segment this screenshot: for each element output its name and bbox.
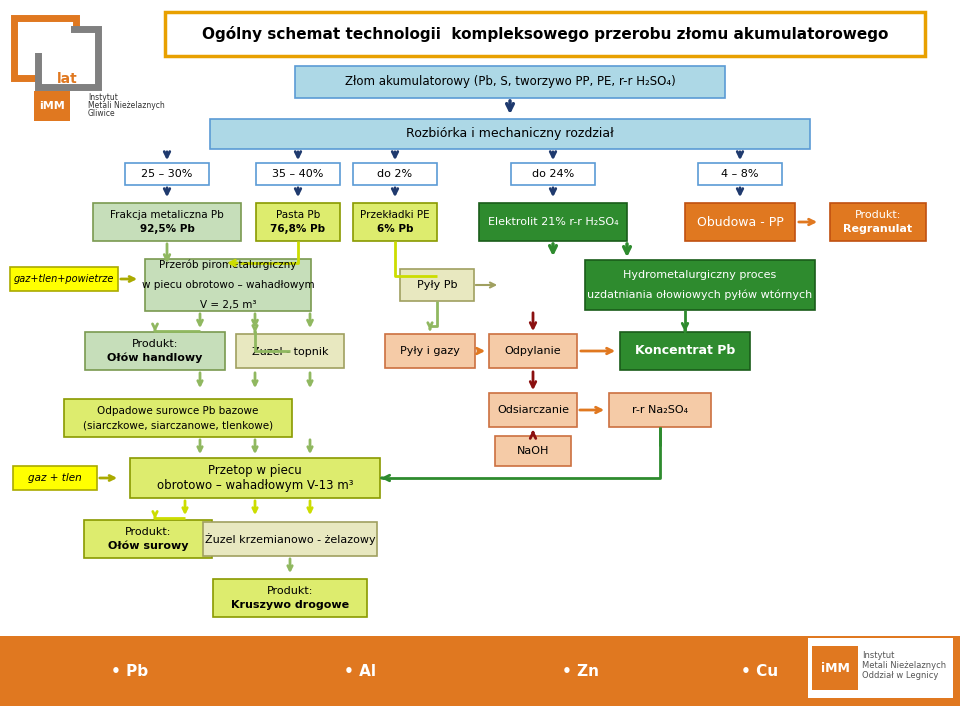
FancyBboxPatch shape	[165, 12, 925, 56]
FancyBboxPatch shape	[585, 260, 815, 310]
FancyBboxPatch shape	[213, 579, 367, 617]
FancyBboxPatch shape	[38, 29, 98, 87]
Text: Gliwice: Gliwice	[88, 109, 115, 119]
Text: Produkt:: Produkt:	[854, 210, 901, 220]
FancyBboxPatch shape	[385, 334, 475, 368]
Text: Żuzel - topnik: Żuzel - topnik	[252, 345, 328, 357]
Text: obrotowo – wahadłowym V-13 m³: obrotowo – wahadłowym V-13 m³	[156, 479, 353, 492]
Text: Hydrometalurgiczny proces: Hydrometalurgiczny proces	[623, 270, 777, 280]
Text: Pyły i gazy: Pyły i gazy	[400, 346, 460, 356]
Text: r-r Na₂SO₄: r-r Na₂SO₄	[632, 405, 688, 415]
FancyBboxPatch shape	[353, 163, 437, 185]
FancyBboxPatch shape	[125, 163, 209, 185]
Text: Instytut: Instytut	[88, 93, 118, 102]
FancyBboxPatch shape	[203, 522, 377, 556]
Text: lat: lat	[57, 72, 78, 86]
FancyBboxPatch shape	[400, 269, 474, 301]
FancyBboxPatch shape	[353, 203, 437, 241]
FancyBboxPatch shape	[511, 163, 595, 185]
Text: • Pb: • Pb	[111, 664, 149, 678]
Text: Instytut: Instytut	[862, 652, 895, 661]
Text: Metali Nieżelaznych: Metali Nieżelaznych	[862, 662, 947, 671]
Text: • Al: • Al	[344, 664, 376, 678]
FancyBboxPatch shape	[84, 520, 212, 558]
Text: Produkt:: Produkt:	[125, 527, 171, 537]
Text: 25 – 30%: 25 – 30%	[141, 169, 193, 179]
Text: V = 2,5 m³: V = 2,5 m³	[200, 300, 256, 310]
FancyBboxPatch shape	[489, 334, 577, 368]
Text: do 2%: do 2%	[377, 169, 413, 179]
Text: Elektrolit 21% r-r H₂SO₄: Elektrolit 21% r-r H₂SO₄	[488, 217, 618, 227]
FancyBboxPatch shape	[620, 332, 750, 370]
Text: Pasta Pb: Pasta Pb	[276, 210, 320, 220]
Text: 35 – 40%: 35 – 40%	[273, 169, 324, 179]
FancyBboxPatch shape	[13, 466, 97, 490]
Text: Obudowa - PP: Obudowa - PP	[697, 215, 783, 229]
Text: Ogólny schemat technologii  kompleksowego przerobu złomu akumulatorowego: Ogólny schemat technologii kompleksowego…	[202, 26, 888, 42]
Text: iMM: iMM	[821, 662, 850, 674]
Text: (siarczkowe, siarczanowe, tlenkowe): (siarczkowe, siarczanowe, tlenkowe)	[83, 420, 273, 430]
Text: do 24%: do 24%	[532, 169, 574, 179]
Text: gaz + tlen: gaz + tlen	[28, 473, 82, 483]
Text: Pyły Pb: Pyły Pb	[417, 280, 457, 290]
Text: Oddział w Legnicy: Oddział w Legnicy	[862, 671, 938, 681]
Text: 76,8% Pb: 76,8% Pb	[271, 225, 325, 234]
Text: Przetop w piecu: Przetop w piecu	[208, 464, 301, 477]
FancyBboxPatch shape	[21, 23, 71, 53]
Text: 6% Pb: 6% Pb	[376, 225, 413, 234]
Text: • Zn: • Zn	[562, 664, 598, 678]
Text: Przekładki PE: Przekładki PE	[360, 210, 430, 220]
Text: NaOH: NaOH	[516, 446, 549, 456]
Text: Rozbiórka i mechaniczny rozdział: Rozbiórka i mechaniczny rozdział	[406, 128, 613, 140]
Text: Odpadowe surowce Pb bazowe: Odpadowe surowce Pb bazowe	[97, 406, 258, 416]
Text: Produkt:: Produkt:	[267, 586, 313, 596]
Text: iMM: iMM	[39, 101, 65, 111]
Text: Żuzel krzemianowo - żelazowy: Żuzel krzemianowo - żelazowy	[204, 533, 375, 545]
FancyBboxPatch shape	[10, 267, 118, 291]
FancyBboxPatch shape	[698, 163, 782, 185]
Text: Odpylanie: Odpylanie	[505, 346, 562, 356]
FancyBboxPatch shape	[256, 203, 340, 241]
Text: Ołów surowy: Ołów surowy	[108, 541, 188, 551]
FancyBboxPatch shape	[295, 66, 725, 98]
FancyBboxPatch shape	[34, 91, 70, 121]
FancyBboxPatch shape	[210, 119, 810, 149]
Text: • Cu: • Cu	[741, 664, 779, 678]
FancyBboxPatch shape	[14, 18, 76, 78]
Text: Regranulat: Regranulat	[844, 225, 913, 234]
FancyBboxPatch shape	[64, 399, 292, 437]
Text: w piecu obrotowo – wahadłowym: w piecu obrotowo – wahadłowym	[142, 280, 314, 290]
FancyBboxPatch shape	[489, 393, 577, 427]
FancyBboxPatch shape	[93, 203, 241, 241]
FancyBboxPatch shape	[830, 203, 926, 241]
FancyBboxPatch shape	[0, 636, 960, 706]
FancyBboxPatch shape	[256, 163, 340, 185]
Text: Metali Nieżelaznych: Metali Nieżelaznych	[88, 102, 165, 111]
FancyBboxPatch shape	[495, 436, 571, 466]
FancyBboxPatch shape	[685, 203, 795, 241]
FancyBboxPatch shape	[85, 332, 225, 370]
Text: Frakcja metaliczna Pb: Frakcja metaliczna Pb	[110, 210, 224, 220]
FancyBboxPatch shape	[479, 203, 627, 241]
FancyBboxPatch shape	[236, 334, 344, 368]
Text: 92,5% Pb: 92,5% Pb	[139, 225, 195, 234]
Text: Kruszywo drogowe: Kruszywo drogowe	[231, 600, 349, 610]
Text: Przerób pirometalurgiczny: Przerób pirometalurgiczny	[159, 260, 297, 270]
FancyBboxPatch shape	[812, 646, 858, 690]
Text: gaz+tlen+powietrze: gaz+tlen+powietrze	[13, 274, 114, 284]
Text: Produkt:: Produkt:	[132, 339, 179, 349]
Text: Złom akumulatorowy (Pb, S, tworzywo PP, PE, r-r H₂SO₄): Złom akumulatorowy (Pb, S, tworzywo PP, …	[345, 76, 676, 88]
FancyBboxPatch shape	[145, 259, 311, 311]
FancyBboxPatch shape	[130, 458, 380, 498]
Text: uzdatniania ołowiowych pyłów wtórnych: uzdatniania ołowiowych pyłów wtórnych	[588, 289, 812, 300]
FancyBboxPatch shape	[609, 393, 711, 427]
FancyBboxPatch shape	[807, 638, 952, 698]
Text: Ołów handlowy: Ołów handlowy	[108, 353, 203, 364]
Text: Koncentrat Pb: Koncentrat Pb	[635, 345, 735, 357]
Text: Odsiarczanie: Odsiarczanie	[497, 405, 569, 415]
Text: 4 – 8%: 4 – 8%	[721, 169, 758, 179]
